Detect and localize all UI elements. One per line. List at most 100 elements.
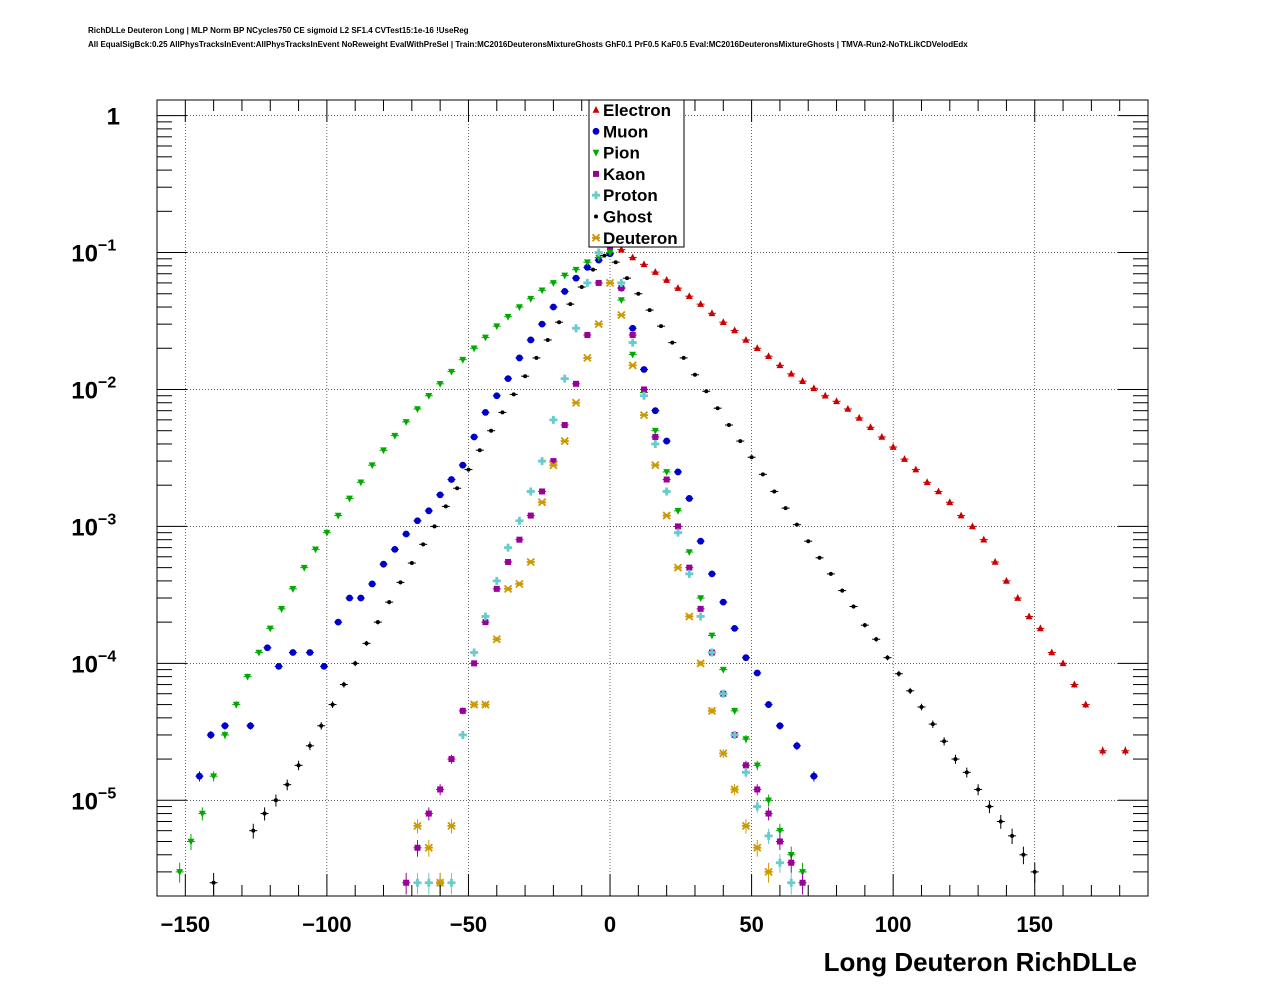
- data-point: [1003, 576, 1010, 584]
- data-point: [432, 524, 437, 529]
- data-point: [436, 491, 444, 499]
- data-point: [765, 797, 772, 805]
- data-point: [403, 879, 410, 886]
- data-point: [285, 782, 290, 787]
- data-point: [1021, 852, 1026, 857]
- data-point: [516, 304, 523, 312]
- data-point: [323, 529, 331, 537]
- data-point: [765, 701, 772, 708]
- data-point: [560, 436, 569, 446]
- legend-marker-proton: [592, 191, 600, 200]
- data-point: [799, 879, 806, 886]
- axis-ticks: −150 −100 −50 0 50 100 150 1 10−1 10−2 10−3 10−4 10−…: [71, 100, 1149, 937]
- data-point: [602, 253, 607, 258]
- legend-marker-deuteron: [591, 233, 601, 242]
- data-point: [606, 249, 614, 257]
- data-point: [387, 600, 392, 605]
- data-point: [482, 409, 489, 416]
- data-point: [402, 419, 410, 426]
- data-point: [957, 511, 965, 519]
- data-point: [492, 576, 501, 585]
- data-point: [651, 461, 660, 470]
- series-ghost: [209, 253, 1039, 895]
- data-point: [753, 344, 761, 352]
- data-point: [617, 310, 626, 320]
- data-point: [549, 461, 558, 470]
- data-point: [794, 522, 799, 527]
- data-point: [527, 336, 535, 344]
- data-point: [647, 308, 652, 313]
- data-point: [595, 279, 602, 286]
- data-point: [357, 594, 365, 602]
- y-tick-label: 10−5: [71, 785, 116, 815]
- data-point: [742, 335, 750, 343]
- data-point: [275, 662, 283, 670]
- data-point: [482, 619, 489, 626]
- data-point: [273, 798, 278, 803]
- data-point: [341, 682, 346, 687]
- data-point: [930, 722, 935, 727]
- data-point: [448, 476, 455, 483]
- title-line-2: All EqualSigBck:0.25 AllPhysTracksInEven…: [88, 40, 968, 49]
- data-point: [244, 673, 252, 681]
- legend-marker-kaon: [593, 170, 599, 177]
- legend-marker-electron: [592, 106, 600, 113]
- data-point: [605, 278, 615, 288]
- data-point: [504, 313, 512, 321]
- data-point: [330, 702, 335, 707]
- legend-box: [588, 99, 685, 248]
- y-tick-label: 10−4: [71, 648, 116, 678]
- data-point: [380, 447, 387, 455]
- data-point: [772, 489, 777, 494]
- data-point: [617, 245, 625, 253]
- data-point: [810, 384, 818, 392]
- data-point: [470, 648, 479, 657]
- data-point: [919, 704, 924, 709]
- data-point: [640, 366, 648, 373]
- data-point: [584, 331, 591, 338]
- data-point: [391, 432, 399, 440]
- data-point: [550, 280, 557, 287]
- legend-label-electron: Electron: [603, 101, 671, 120]
- data-point: [572, 266, 580, 274]
- data-point: [266, 625, 274, 633]
- data-point: [414, 406, 421, 414]
- data-point: [572, 324, 581, 333]
- legend-label-pion: Pion: [603, 144, 640, 163]
- data-point: [470, 433, 478, 441]
- data-point: [424, 843, 433, 852]
- data-point: [595, 254, 603, 262]
- data-point: [908, 688, 913, 693]
- data-point: [550, 303, 557, 311]
- data-point: [742, 762, 749, 769]
- data-point: [469, 700, 479, 709]
- data-point: [516, 536, 523, 543]
- data-point: [833, 397, 840, 405]
- data-point: [742, 736, 750, 744]
- data-point: [697, 537, 705, 545]
- data-point: [935, 487, 942, 495]
- data-point: [1010, 833, 1015, 838]
- data-point: [526, 487, 535, 496]
- data-point: [583, 259, 591, 267]
- data-point: [459, 707, 466, 714]
- data-point: [447, 821, 456, 831]
- data-point: [685, 549, 693, 557]
- data-point: [817, 555, 822, 560]
- data-point: [681, 355, 686, 360]
- data-point: [651, 427, 659, 435]
- data-point: [561, 272, 569, 280]
- data-point: [730, 785, 739, 794]
- data-point: [651, 268, 659, 275]
- data-point: [414, 517, 421, 525]
- data-point: [583, 263, 591, 271]
- data-point: [641, 386, 648, 393]
- data-point: [1082, 700, 1090, 708]
- data-point: [625, 276, 630, 281]
- data-point: [312, 546, 319, 554]
- x-axis-label: Long Deuteron RichDLLe: [824, 947, 1137, 977]
- data-point: [557, 320, 562, 325]
- data-point: [545, 337, 550, 342]
- data-point: [398, 580, 403, 585]
- data-point: [573, 380, 580, 387]
